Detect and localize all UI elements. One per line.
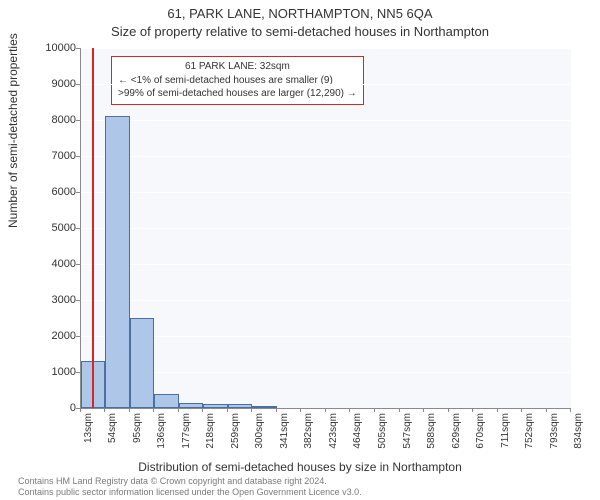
- ytick-mark: [76, 120, 80, 121]
- xtick-label: 218sqm: [205, 413, 216, 449]
- gridline: [81, 336, 571, 337]
- histogram-bar: [130, 318, 154, 408]
- xtick-mark: [300, 408, 301, 412]
- xtick-label: 259sqm: [230, 413, 241, 449]
- gridline: [81, 156, 571, 157]
- ytick-mark: [76, 228, 80, 229]
- ytick-mark: [76, 48, 80, 49]
- footer-line1: Contains HM Land Registry data © Crown c…: [18, 476, 362, 487]
- xtick-mark: [472, 408, 473, 412]
- xtick-label: 629sqm: [451, 413, 462, 449]
- y-axis-label: Number of semi-detached properties: [6, 33, 20, 228]
- xtick-label: 95sqm: [132, 413, 143, 443]
- annotation-box: 61 PARK LANE: 32sqm ← <1% of semi-detach…: [111, 56, 364, 105]
- xtick-mark: [374, 408, 375, 412]
- xtick-mark: [497, 408, 498, 412]
- xtick-label: 670sqm: [475, 413, 486, 449]
- gridline: [81, 120, 571, 121]
- xtick-label: 136sqm: [156, 413, 167, 449]
- gridline: [81, 192, 571, 193]
- xtick-label: 547sqm: [402, 413, 413, 449]
- xtick-label: 711sqm: [500, 413, 511, 448]
- histogram-bar: [154, 394, 178, 408]
- plot-area: 61 PARK LANE: 32sqm ← <1% of semi-detach…: [80, 48, 571, 409]
- xtick-mark: [104, 408, 105, 412]
- xtick-label: 341sqm: [279, 413, 290, 449]
- xtick-mark: [276, 408, 277, 412]
- xtick-mark: [546, 408, 547, 412]
- ytick-label: 8000: [26, 114, 76, 126]
- ytick-label: 2000: [26, 330, 76, 342]
- xtick-label: 834sqm: [573, 413, 584, 449]
- annotation-line3: >99% of semi-detached houses are larger …: [118, 87, 357, 101]
- ytick-mark: [76, 156, 80, 157]
- gridline: [81, 372, 571, 373]
- x-axis-label: Distribution of semi-detached houses by …: [0, 460, 600, 474]
- histogram-bar: [105, 116, 129, 408]
- histogram-bar: [228, 404, 252, 408]
- xtick-mark: [349, 408, 350, 412]
- ytick-label: 7000: [26, 150, 76, 162]
- gridline: [81, 48, 571, 49]
- xtick-label: 300sqm: [254, 413, 265, 449]
- xtick-mark: [399, 408, 400, 412]
- histogram-bar: [203, 404, 227, 408]
- ytick-mark: [76, 300, 80, 301]
- xtick-mark: [423, 408, 424, 412]
- ytick-mark: [76, 84, 80, 85]
- ytick-mark: [76, 192, 80, 193]
- xtick-label: 464sqm: [352, 413, 363, 449]
- xtick-mark: [202, 408, 203, 412]
- gridline: [81, 228, 571, 229]
- footer: Contains HM Land Registry data © Crown c…: [18, 476, 362, 498]
- ytick-label: 0: [26, 402, 76, 414]
- xtick-label: 382sqm: [303, 413, 314, 449]
- histogram-bar: [179, 403, 203, 408]
- title-subtitle: Size of property relative to semi-detach…: [0, 24, 600, 39]
- xtick-label: 13sqm: [83, 413, 94, 443]
- ytick-label: 3000: [26, 294, 76, 306]
- gridline: [81, 300, 571, 301]
- gridline: [81, 264, 571, 265]
- xtick-label: 423sqm: [328, 413, 339, 449]
- xtick-mark: [251, 408, 252, 412]
- xtick-mark: [129, 408, 130, 412]
- xtick-mark: [178, 408, 179, 412]
- ytick-label: 5000: [26, 222, 76, 234]
- ytick-label: 10000: [26, 42, 76, 54]
- xtick-mark: [227, 408, 228, 412]
- ytick-label: 9000: [26, 78, 76, 90]
- gridline: [81, 84, 571, 85]
- xtick-mark: [521, 408, 522, 412]
- xtick-mark: [570, 408, 571, 412]
- xtick-label: 752sqm: [524, 413, 535, 449]
- xtick-label: 177sqm: [181, 413, 192, 449]
- ytick-label: 4000: [26, 258, 76, 270]
- chart-root: 61, PARK LANE, NORTHAMPTON, NN5 6QA Size…: [0, 0, 600, 500]
- ytick-mark: [76, 264, 80, 265]
- xtick-mark: [325, 408, 326, 412]
- annotation-line1: 61 PARK LANE: 32sqm: [118, 60, 357, 74]
- histogram-bar: [252, 406, 276, 408]
- xtick-mark: [448, 408, 449, 412]
- ytick-label: 1000: [26, 366, 76, 378]
- xtick-mark: [153, 408, 154, 412]
- xtick-label: 505sqm: [377, 413, 388, 449]
- title-address: 61, PARK LANE, NORTHAMPTON, NN5 6QA: [0, 6, 600, 21]
- ytick-mark: [76, 336, 80, 337]
- ytick-label: 6000: [26, 186, 76, 198]
- xtick-label: 793sqm: [549, 413, 560, 449]
- xtick-mark: [80, 408, 81, 412]
- property-marker-line: [92, 48, 94, 408]
- ytick-mark: [76, 372, 80, 373]
- xtick-label: 588sqm: [426, 413, 437, 449]
- xtick-label: 54sqm: [107, 413, 118, 443]
- footer-line2: Contains public sector information licen…: [18, 487, 362, 498]
